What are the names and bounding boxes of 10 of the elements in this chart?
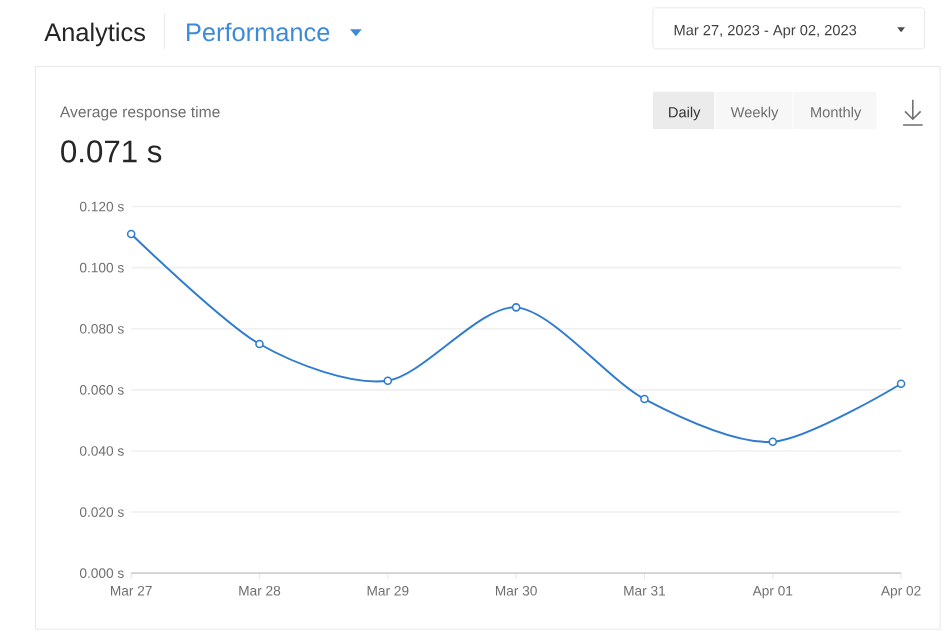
point [255, 340, 264, 349]
point [383, 376, 393, 386]
chart-subtitle: Performance [187, 23, 330, 42]
chart-title: Analytics [44, 23, 146, 47]
point [640, 395, 649, 404]
point [768, 437, 778, 447]
point [896, 379, 906, 389]
text: 0.071 s [61, 140, 162, 163]
point [126, 230, 136, 239]
point [511, 303, 521, 313]
